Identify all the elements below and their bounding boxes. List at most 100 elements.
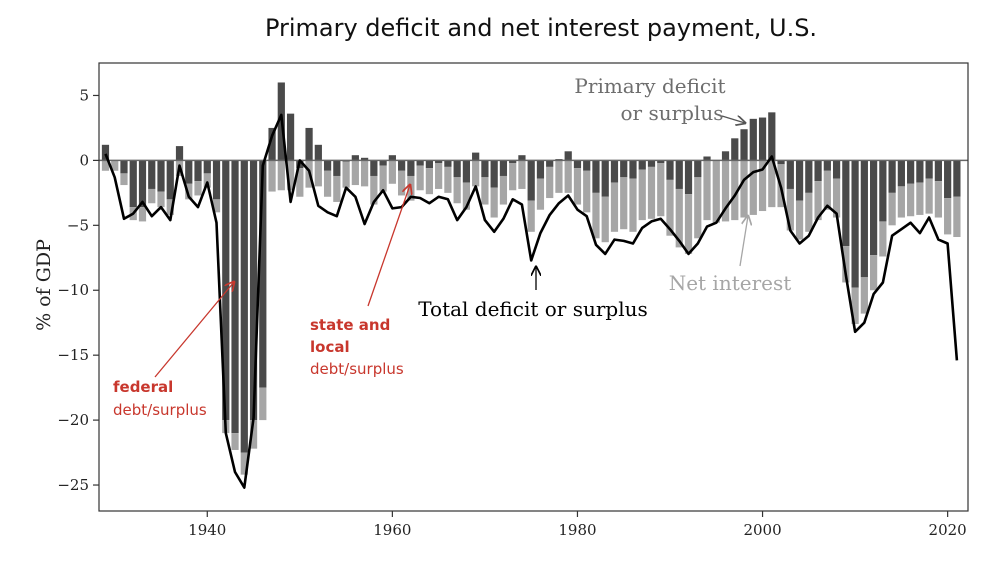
interest-bar-2001 xyxy=(768,160,776,208)
interest-bar-1954 xyxy=(333,175,341,202)
interest-bar-1959 xyxy=(379,165,387,192)
interest-bar-1999 xyxy=(749,160,757,215)
primary-bar-1992 xyxy=(684,160,693,195)
interest-bar-1961 xyxy=(398,170,406,196)
interest-bar-2006 xyxy=(814,181,822,221)
interest-bar-2008 xyxy=(832,178,841,218)
interest-bar-2018 xyxy=(925,178,933,214)
y-tick-label: 5 xyxy=(79,86,89,104)
interest-bar-1971 xyxy=(490,187,498,218)
interest-bar-1987 xyxy=(638,169,646,221)
primary-bar-2017 xyxy=(916,160,924,183)
primary-bar-1994 xyxy=(703,156,711,161)
interest-bar-2013 xyxy=(879,221,887,257)
interest-bar-1963 xyxy=(416,165,424,191)
interest-bar-2014 xyxy=(888,192,896,226)
primary-bar-2018 xyxy=(925,160,933,179)
primary-bar-1984 xyxy=(610,160,619,183)
primary-bar-2009 xyxy=(842,160,850,247)
primary-bar-1933 xyxy=(138,160,147,208)
x-tick-label: 2020 xyxy=(929,521,967,539)
primary-bar-1989 xyxy=(657,160,665,163)
interest-bar-1948 xyxy=(277,160,285,191)
primary-bar-1938 xyxy=(185,160,193,184)
interest-bar-1967 xyxy=(453,177,461,204)
interest-bar-1975 xyxy=(527,200,535,232)
interest-bar-2000 xyxy=(758,160,767,212)
x-axis: 1940 1960 1980 2000 2020 xyxy=(188,511,967,539)
interest-bar-1936 xyxy=(166,199,174,215)
interest-bar-1985 xyxy=(620,177,628,230)
plot-frame xyxy=(98,62,969,512)
annotation-interest: Net interest xyxy=(669,216,791,295)
primary-bar-2016 xyxy=(907,160,915,184)
primary-bar-1935 xyxy=(157,160,165,192)
interest-bar-1953 xyxy=(323,170,332,197)
interest-bar-1988 xyxy=(647,166,656,219)
interest-bar-2020 xyxy=(944,198,952,235)
interest-bar-1952 xyxy=(314,160,322,187)
y-tick-label: −10 xyxy=(57,281,89,299)
primary-bar-1934 xyxy=(148,160,156,189)
primary-bar-2003 xyxy=(786,160,794,189)
y-axis: 5 0 −5 −10 −15 −20 −25 xyxy=(57,86,99,494)
interest-bar-1934 xyxy=(148,188,156,204)
primary-bar-1962 xyxy=(407,160,415,176)
interest-bar-1992 xyxy=(684,194,693,254)
primary-bar-1999 xyxy=(749,118,757,161)
primary-bar-2019 xyxy=(934,160,942,182)
interest-bar-1944 xyxy=(240,452,248,475)
primary-bar-1970 xyxy=(481,160,489,178)
interest-bar-2016 xyxy=(907,183,915,217)
primary-bar-1931 xyxy=(120,160,128,174)
x-tick-label: 2000 xyxy=(743,521,781,539)
primary-bar-2012 xyxy=(869,160,878,256)
primary-bar-1968 xyxy=(462,160,471,183)
interest-bar-1993 xyxy=(694,177,702,239)
primary-bar-1939 xyxy=(194,160,202,182)
primary-bar-1952 xyxy=(314,144,322,161)
primary-bar-1946 xyxy=(259,160,267,388)
interest-bar-1941 xyxy=(212,199,221,213)
annotation-total: Total deficit or surplus xyxy=(418,267,648,321)
primary-bar-1991 xyxy=(675,160,683,189)
interest-bar-1965 xyxy=(435,162,443,189)
primary-bar-1967 xyxy=(453,160,461,178)
interest-bar-1974 xyxy=(518,160,526,189)
interest-bar-1982 xyxy=(592,192,600,239)
interest-bar-1935 xyxy=(157,191,165,208)
interest-bar-2019 xyxy=(934,181,942,218)
interest-bar-1960 xyxy=(388,160,396,184)
primary-bar-1949 xyxy=(286,113,295,161)
interest-bar-1939 xyxy=(194,181,202,196)
primary-bar-1976 xyxy=(536,160,545,179)
interest-bar-1946 xyxy=(259,387,267,421)
primary-bar-1997 xyxy=(731,138,739,161)
annotation-state-local: state and local debt/surplus xyxy=(310,185,410,378)
primary-bar-2002 xyxy=(777,160,785,165)
primary-bars-group xyxy=(101,82,961,453)
interest-bar-1980 xyxy=(573,168,582,205)
primary-bar-1988 xyxy=(647,160,656,167)
interest-bar-2005 xyxy=(805,192,813,232)
primary-bar-1947 xyxy=(268,127,276,161)
interest-bar-2017 xyxy=(916,182,924,215)
primary-bar-1981 xyxy=(583,160,591,171)
interest-bar-1994 xyxy=(703,160,711,221)
y-axis-label: % of GDP xyxy=(33,239,55,331)
annotation-primary: Primary deficit or surplus xyxy=(574,74,745,125)
primary-bar-1974 xyxy=(518,155,526,161)
annotation-state-line1: state and xyxy=(310,316,390,334)
interest-bar-1979 xyxy=(564,160,572,193)
primary-bar-1979 xyxy=(564,151,572,161)
interest-bar-1996 xyxy=(721,160,730,222)
interest-bar-1977 xyxy=(546,166,554,199)
primary-bar-1983 xyxy=(601,160,609,197)
x-tick-label: 1980 xyxy=(558,521,596,539)
primary-bar-1973 xyxy=(509,160,517,163)
interest-bar-1968 xyxy=(462,182,471,210)
interest-bar-1949 xyxy=(286,160,295,191)
primary-bar-1980 xyxy=(573,160,582,169)
interest-bar-1973 xyxy=(509,162,517,191)
interest-bar-2004 xyxy=(795,200,804,240)
